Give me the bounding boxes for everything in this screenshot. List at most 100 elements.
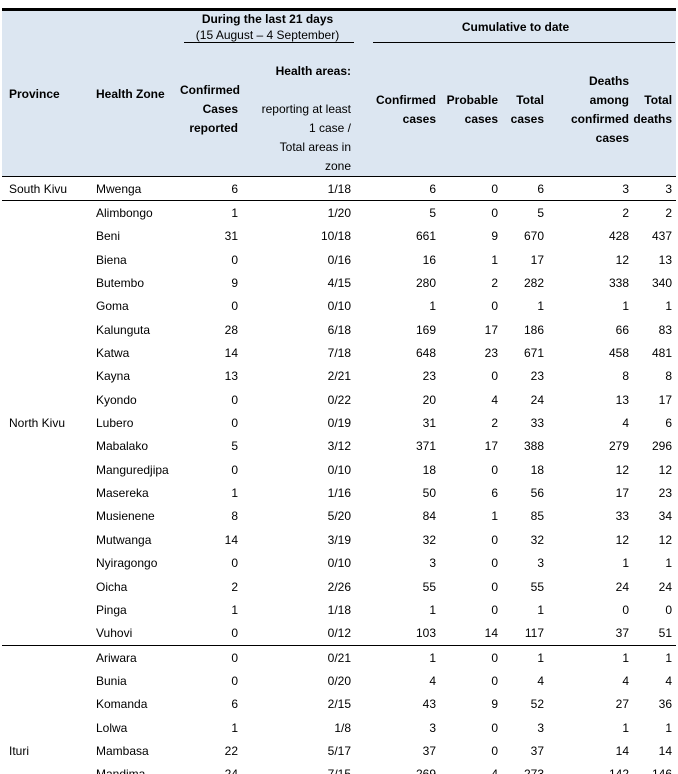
- value-cell: 24: [615, 579, 630, 594]
- value-cell: 0: [491, 743, 499, 758]
- value-cell: 0/10: [327, 299, 352, 314]
- value-cell: 7/15: [242, 763, 355, 774]
- value-cell: 52: [530, 697, 545, 712]
- value-cell: 24: [530, 392, 545, 407]
- value-cell: 12: [658, 532, 673, 547]
- column-header-confirmed-reported: Confirmed Cases reported: [180, 43, 242, 177]
- value-cell: 12: [658, 462, 673, 477]
- value-cell: 37: [530, 743, 545, 758]
- value-cell: 1: [622, 299, 630, 314]
- value-cell: 2: [491, 276, 499, 291]
- column-header-total-deaths: Total deaths: [633, 43, 677, 177]
- value-cell: 1/18: [327, 602, 352, 617]
- zone-cell: Kalunguta: [96, 322, 151, 337]
- table-row: Kalunguta 28 6/18 169 17 186 66 83: [2, 318, 676, 341]
- zone-cell: Oicha: [96, 579, 128, 594]
- value-cell: 32: [530, 532, 545, 547]
- value-cell: 0/10: [327, 556, 352, 571]
- value-cell: 55: [530, 579, 545, 594]
- value-cell: 296: [652, 439, 673, 454]
- ebola-situation-table: Province Health Zone During the last 21 …: [2, 8, 677, 774]
- value-cell: 142: [548, 763, 633, 774]
- table-row: Musienene 8 5/20 84 1 85 33 34: [2, 505, 676, 528]
- value-cell: 50: [422, 486, 437, 501]
- column-header-cum-total-cases: Total cases: [502, 43, 549, 177]
- zone-cell: Komanda: [96, 697, 148, 712]
- value-cell: 0/22: [327, 392, 352, 407]
- value-cell: 3: [622, 181, 630, 196]
- value-cell: 17: [530, 252, 545, 267]
- value-cell: 14: [484, 626, 499, 641]
- value-cell: 4: [537, 673, 545, 688]
- value-cell: 32: [422, 532, 437, 547]
- zone-cell: Alimbongo: [88, 200, 180, 225]
- value-cell: 6: [665, 416, 673, 431]
- value-cell: 437: [652, 229, 673, 244]
- value-cell: 24: [180, 763, 242, 774]
- value-cell: 1: [429, 299, 437, 314]
- value-cell: 103: [415, 626, 437, 641]
- value-cell: 12: [615, 462, 630, 477]
- table-row: Katwa 14 7/18 648 23 671 458 481: [2, 341, 676, 364]
- value-cell: 388: [523, 439, 545, 454]
- value-cell: 1: [180, 200, 242, 225]
- value-cell: 2: [633, 200, 677, 225]
- group-header-last-21-days-dates: (15 August – 4 September): [195, 28, 340, 42]
- zone-cell: Kyondo: [96, 392, 137, 407]
- value-cell: 2: [548, 200, 634, 225]
- value-cell: 282: [523, 276, 545, 291]
- value-cell: 1: [355, 644, 441, 670]
- table-row: Mutwanga 14 3/19 32 0 32 12 12: [2, 528, 676, 551]
- zone-cell: Mutwanga: [96, 532, 152, 547]
- province-cell: South Kivu: [9, 181, 68, 196]
- value-cell: 3: [429, 556, 437, 571]
- value-cell: 0: [491, 532, 499, 547]
- group-header-cumulative-title: Cumulative to date: [461, 20, 570, 34]
- column-header-health-areas-detail: reporting at least 1 case / Total areas …: [261, 102, 352, 173]
- column-header-deaths-confirmed: Deaths among confirmed cases: [548, 43, 634, 177]
- column-header-row: Confirmed Cases reported Health areas: r…: [2, 43, 677, 177]
- value-cell: 670: [523, 229, 545, 244]
- value-cell: 0: [231, 299, 238, 314]
- value-cell: 0: [491, 602, 499, 617]
- value-cell: 0: [491, 673, 499, 688]
- column-header-province: Province: [2, 9, 88, 177]
- group-underline: [184, 42, 355, 43]
- value-cell: 3: [537, 556, 545, 571]
- table-row: Ituri Ariwara 0 0/21 1 0 1 1 1: [2, 644, 677, 774]
- value-cell: 1: [537, 299, 545, 314]
- table-row: Lolwa 1 1/8 3 0 3 1 1: [2, 716, 676, 739]
- value-cell: 3/12: [327, 439, 352, 454]
- value-cell: 1: [622, 556, 630, 571]
- group-underline: [373, 42, 676, 43]
- value-cell: 1: [491, 252, 499, 267]
- value-cell: 1/16: [327, 486, 352, 501]
- value-cell: 9: [491, 229, 499, 244]
- value-cell: 0/12: [327, 626, 352, 641]
- group-header-cumulative: Cumulative to date: [355, 10, 676, 43]
- value-cell: 1: [665, 299, 673, 314]
- value-cell: 661: [415, 229, 437, 244]
- zone-cell: Nyiragongo: [96, 556, 158, 571]
- value-cell: 8: [622, 369, 630, 384]
- value-cell: 37: [422, 743, 437, 758]
- value-cell: 27: [615, 697, 630, 712]
- value-cell: 31: [422, 416, 437, 431]
- value-cell: 33: [615, 509, 630, 524]
- value-cell: 0/10: [327, 462, 352, 477]
- value-cell: 0: [440, 200, 503, 225]
- value-cell: 37: [615, 626, 630, 641]
- value-cell: 0: [491, 720, 499, 735]
- value-cell: 14: [224, 532, 238, 547]
- value-cell: 34: [658, 509, 673, 524]
- column-header-health-areas-title: Health areas:: [275, 64, 352, 78]
- column-header-health-areas: Health areas: reporting at least 1 case …: [242, 43, 356, 177]
- value-cell: 0: [231, 252, 238, 267]
- zone-cell: Kayna: [96, 369, 131, 384]
- value-cell: 5: [502, 200, 549, 225]
- value-cell: 0/20: [327, 673, 352, 688]
- value-cell: 1: [491, 509, 499, 524]
- value-cell: 4: [429, 673, 437, 688]
- province-cell: North Kivu: [2, 200, 88, 646]
